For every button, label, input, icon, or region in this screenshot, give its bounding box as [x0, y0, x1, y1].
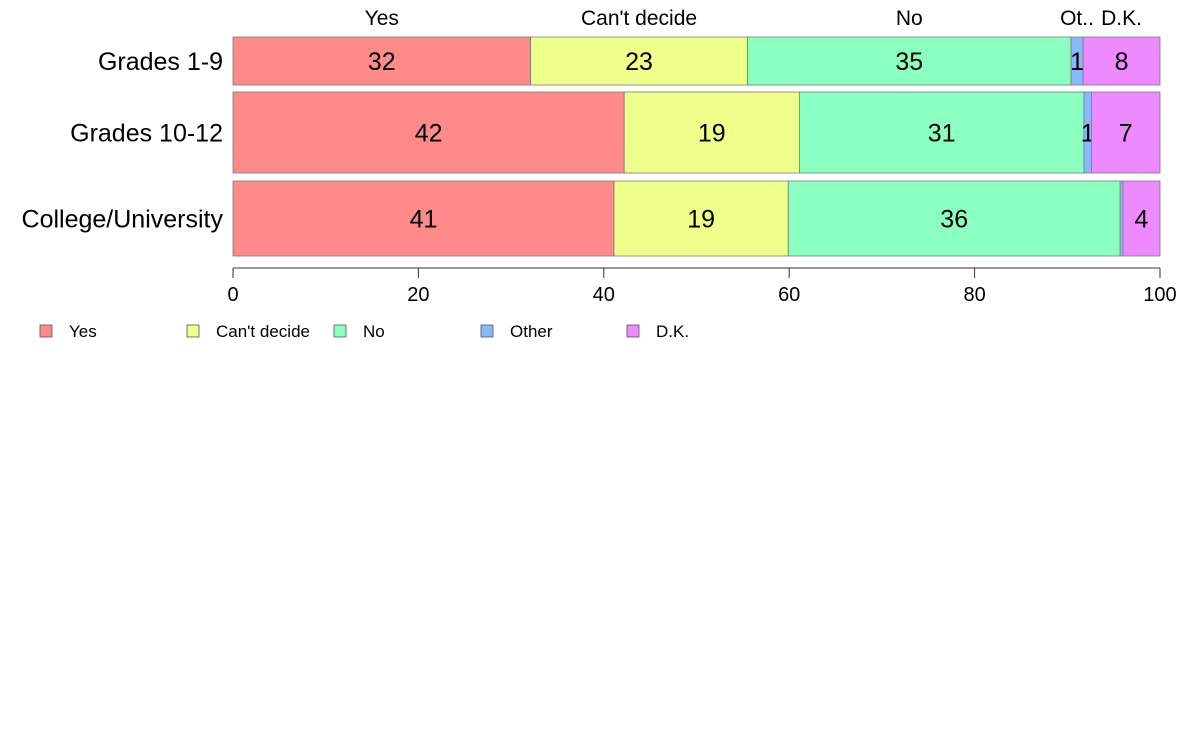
bar-grades-1-9-can-t-decide — [530, 36, 748, 86]
legend-label-no: No — [363, 322, 385, 341]
bar-college-university-d-k — [1122, 180, 1161, 257]
top-label-other: Ot.. — [1060, 7, 1094, 30]
legend-label-d-k: D.K. — [656, 322, 689, 341]
top-label-yes: Yes — [365, 7, 399, 30]
row-label-grades-10-12: Grades 10-12 — [70, 120, 223, 148]
row-label-college-university: College/University — [22, 206, 224, 234]
x-tick-label-0: 0 — [227, 284, 238, 306]
x-tick-label-100: 100 — [1143, 284, 1176, 306]
data-label-college-university-can-t-decide: 19 — [687, 206, 715, 234]
legend-swatch-other — [480, 324, 494, 338]
data-label-grades-1-9-yes: 32 — [368, 48, 396, 76]
bar-grades-10-12-no — [798, 91, 1085, 174]
legend-label-yes: Yes — [69, 322, 97, 341]
x-tick-label-80: 80 — [963, 284, 985, 306]
legend: Yes Can't decide No Other D.K. — [39, 322, 689, 341]
bar-grades-1-9-no — [747, 36, 1072, 86]
data-label-grades-10-12-no: 31 — [928, 120, 956, 148]
data-label-grades-1-9-no: 35 — [895, 48, 923, 76]
x-tick-label-40: 40 — [593, 284, 615, 306]
legend-swatch-yes — [39, 324, 53, 338]
legend-label-can-t-decide: Can't decide — [216, 322, 310, 341]
bar-college-university-no — [787, 180, 1121, 257]
top-label-can-t-decide: Can't decide — [581, 7, 697, 30]
row-label-grades-1-9: Grades 1-9 — [98, 48, 223, 76]
data-label-grades-1-9-d-k: 8 — [1115, 48, 1129, 76]
bar-grades-10-12-d-k — [1091, 91, 1161, 174]
data-label-grades-10-12-yes: 42 — [415, 120, 443, 148]
legend-label-other: Other — [510, 322, 553, 341]
data-label-grades-1-9-other: 1 — [1070, 48, 1084, 76]
bar-grades-10-12-can-t-decide — [623, 91, 800, 174]
bar-college-university-yes — [232, 180, 615, 257]
data-label-college-university-no: 36 — [940, 206, 968, 234]
bars: 32 23 35 1 842 19 31 1 741 19 36 4 — [232, 36, 1161, 257]
data-label-college-university-d-k: 4 — [1135, 206, 1149, 234]
data-label-grades-1-9-can-t-decide: 23 — [625, 48, 653, 76]
bar-grades-1-9-d-k — [1082, 36, 1161, 86]
row-labels: Grades 1-9 Grades 10-12 College/University — [22, 48, 224, 234]
bar-college-university-other — [1119, 180, 1124, 257]
legend-swatch-no — [333, 324, 347, 338]
top-label-d-k: D.K. — [1101, 7, 1142, 30]
data-label-grades-10-12-d-k: 7 — [1119, 120, 1133, 148]
bar-grades-10-12-yes — [232, 91, 625, 174]
data-label-grades-10-12-can-t-decide: 19 — [698, 120, 726, 148]
legend-swatch-d-k — [626, 324, 640, 338]
x-axis: 0 20 40 60 80 100 — [227, 267, 1177, 306]
bar-grades-1-9-yes — [232, 36, 531, 86]
x-tick-label-20: 20 — [407, 284, 429, 306]
top-category-labels: Yes Can't decide No Ot.. D.K. — [365, 7, 1142, 30]
legend-swatch-can-t-decide — [186, 324, 200, 338]
bar-college-university-can-t-decide — [613, 180, 789, 257]
data-label-college-university-yes: 41 — [410, 206, 438, 234]
top-label-no: No — [896, 7, 923, 30]
x-tick-label-60: 60 — [778, 284, 800, 306]
